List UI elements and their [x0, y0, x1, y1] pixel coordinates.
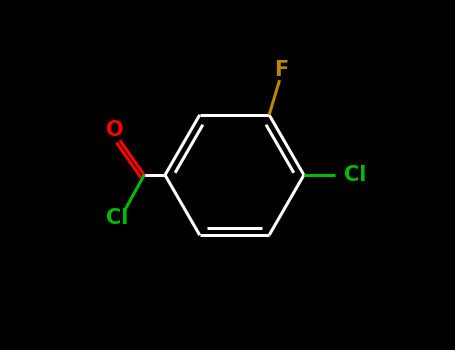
Text: Cl: Cl	[344, 165, 366, 185]
Text: Cl: Cl	[106, 208, 129, 229]
Text: F: F	[274, 61, 288, 80]
Text: O: O	[106, 120, 123, 140]
